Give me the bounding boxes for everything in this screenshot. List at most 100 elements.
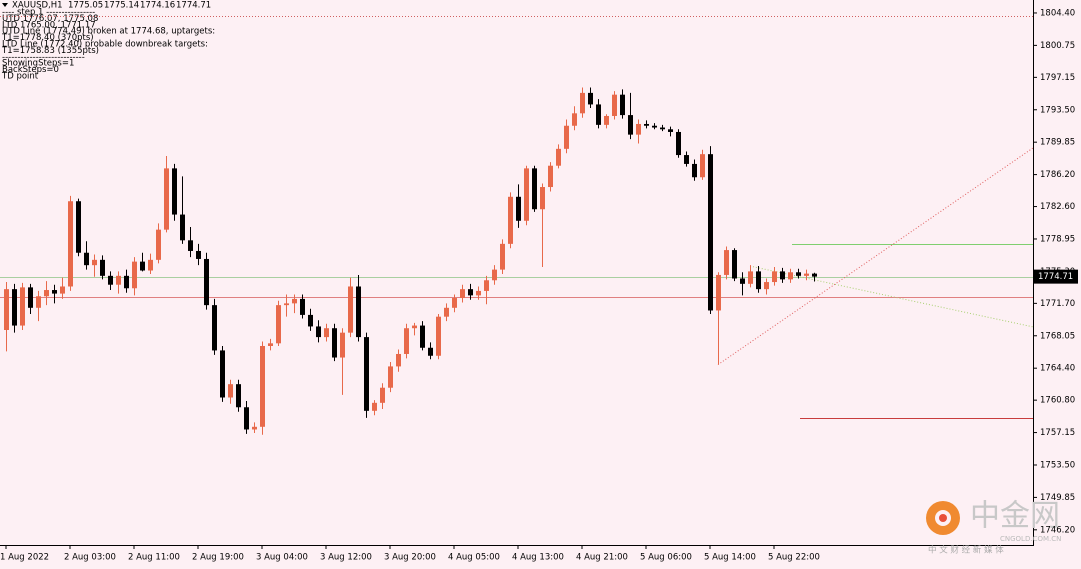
logo-dot xyxy=(939,514,947,522)
candle-body xyxy=(252,426,257,430)
candle-body xyxy=(228,384,233,398)
candle-body xyxy=(812,273,817,277)
candle-body xyxy=(628,115,633,135)
info-line: ShowingSteps=1 xyxy=(2,59,74,69)
candle-body xyxy=(516,196,521,221)
candle-body xyxy=(572,113,577,126)
candle-body xyxy=(732,250,737,279)
x-tick-label: 5 Aug 14:00 xyxy=(704,553,756,563)
y-tick-label: 1778.95 xyxy=(1040,234,1075,244)
candle-body xyxy=(644,123,649,126)
ohlc-high: 1775.14 xyxy=(104,1,139,11)
candle-body xyxy=(524,168,529,221)
candle-body xyxy=(12,289,17,326)
candle-body xyxy=(364,337,369,411)
candle-body xyxy=(532,168,537,210)
candle-body xyxy=(124,275,129,289)
candle-body xyxy=(100,259,105,276)
info-line: LTD Line (1772.40) probable downbreak ta… xyxy=(2,40,208,50)
info-line: TD point xyxy=(1,72,39,82)
candle-body xyxy=(612,94,617,116)
candle-body xyxy=(444,307,449,317)
candle-body xyxy=(692,163,697,178)
candle-body xyxy=(636,123,641,135)
watermark-name: 中金网 xyxy=(970,499,1060,534)
candle-body xyxy=(804,273,809,276)
candle-body xyxy=(164,168,169,230)
candle-body xyxy=(724,250,729,275)
candle-body xyxy=(28,287,33,308)
info-line: T1=1778.40 (370pts) xyxy=(1,33,94,43)
candle-body xyxy=(548,165,553,188)
info-line: ---- step 1 ---------------- xyxy=(2,8,95,18)
y-tick-label: 1749.85 xyxy=(1040,493,1075,503)
candle-body xyxy=(676,131,681,156)
candle-body xyxy=(772,271,777,283)
candle-body xyxy=(412,325,417,329)
price-tag-label: 1774.71 xyxy=(1038,272,1073,282)
x-tick-label: 4 Aug 13:00 xyxy=(512,553,564,563)
candle-body xyxy=(108,275,113,285)
candle-body xyxy=(76,201,81,253)
candle-body xyxy=(292,298,297,304)
candle-body xyxy=(620,94,625,116)
candle-body xyxy=(668,129,673,132)
candle-body xyxy=(244,407,249,430)
candle-body xyxy=(268,343,273,346)
trendline xyxy=(749,265,1034,328)
watermark-slogan: 中 文 财 经 新 媒 体 xyxy=(928,545,1004,556)
y-tick-label: 1753.50 xyxy=(1040,460,1075,470)
candle-body xyxy=(428,347,433,356)
candle-body xyxy=(740,278,745,284)
y-tick-label: 1782.60 xyxy=(1040,202,1075,212)
y-tick-label: 1746.20 xyxy=(1040,525,1075,535)
candle-body xyxy=(148,259,153,271)
y-tick-label: 1793.50 xyxy=(1040,105,1075,115)
candle-body xyxy=(284,303,289,306)
candle-body xyxy=(156,229,161,260)
y-tick-label: 1797.15 xyxy=(1040,73,1075,83)
candle-body xyxy=(380,387,385,403)
candle-body xyxy=(36,296,41,308)
candle-body xyxy=(324,328,329,338)
candle-body xyxy=(556,148,561,166)
candle-body xyxy=(508,196,513,244)
x-tick-label: 5 Aug 06:00 xyxy=(640,553,692,563)
candle-body xyxy=(116,275,121,285)
candle-body xyxy=(796,272,801,276)
watermark-site: CNGOLD.COM.CN xyxy=(1000,535,1061,543)
candle-body xyxy=(780,271,785,280)
candle-body xyxy=(140,261,145,271)
candle-body xyxy=(596,104,601,125)
candle-body xyxy=(212,305,217,351)
candle-body xyxy=(436,316,441,356)
candle-body xyxy=(172,168,177,215)
x-tick-label: 3 Aug 12:00 xyxy=(320,553,372,563)
candle-body xyxy=(700,154,705,178)
x-tick-label: 5 Aug 22:00 xyxy=(768,553,820,563)
candle-body xyxy=(492,269,497,281)
candle-body xyxy=(68,201,73,287)
ohlc-low: 1774.16 xyxy=(140,1,175,11)
candle-body xyxy=(788,272,793,280)
x-tick-label: 4 Aug 05:00 xyxy=(448,553,500,563)
x-tick-label: 4 Aug 21:00 xyxy=(576,553,628,563)
candle-body xyxy=(300,298,305,315)
candle-body xyxy=(540,187,545,210)
candle-body xyxy=(500,243,505,270)
candle-body xyxy=(188,240,193,251)
candle-body xyxy=(220,350,225,398)
price-tag xyxy=(1034,269,1078,284)
candle-body xyxy=(332,328,337,358)
symbol: XAUUSD,H1 xyxy=(12,1,63,11)
candle-body xyxy=(276,305,281,344)
candle-body xyxy=(588,92,593,105)
info-line: UTD Line (1774.49) broken at 1774.68, up… xyxy=(2,27,215,37)
candle-body xyxy=(316,326,321,338)
candle-body xyxy=(756,271,761,290)
y-tick-label: 1804.40 xyxy=(1040,8,1075,18)
candle-body xyxy=(52,290,57,294)
y-tick-label: 1786.20 xyxy=(1040,170,1075,180)
